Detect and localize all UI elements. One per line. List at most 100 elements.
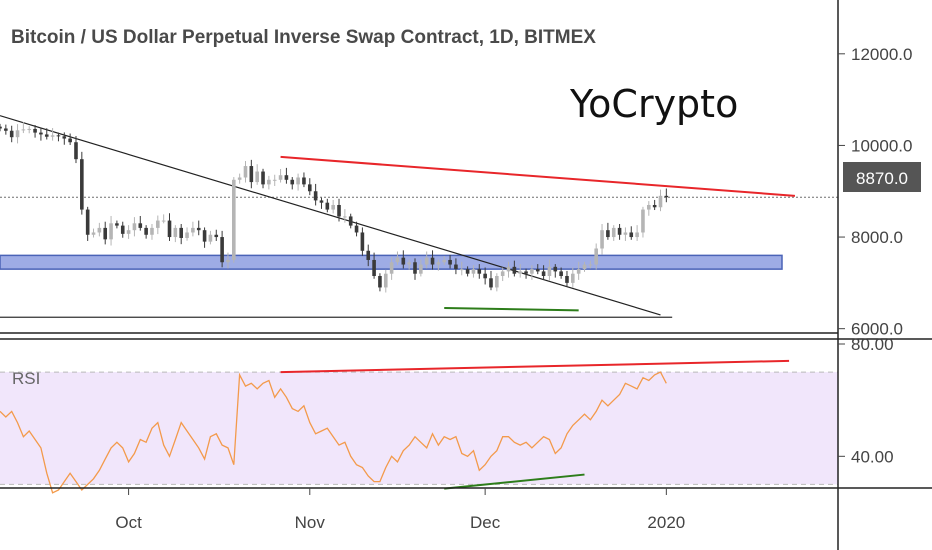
- candle-body: [232, 179, 236, 260]
- candle-body: [530, 269, 534, 274]
- candle-body: [85, 209, 90, 235]
- candle-body: [0, 126, 2, 129]
- price-divergence-line: [444, 307, 579, 312]
- candle-body: [4, 128, 8, 131]
- candle-body: [419, 264, 423, 274]
- candle-body: [348, 216, 353, 226]
- candle-body: [156, 220, 160, 228]
- candle-body: [173, 227, 178, 238]
- downtrend-line: [0, 115, 661, 316]
- candle-body: [459, 269, 464, 271]
- candle-body: [39, 132, 43, 135]
- candle-body: [120, 225, 125, 234]
- rsi-band-group: [0, 371, 838, 485]
- price-label-badge: 8870.0: [843, 162, 921, 192]
- candle-body: [319, 200, 324, 203]
- candle-body: [454, 264, 458, 270]
- candle-body: [214, 234, 219, 238]
- candle-body: [302, 177, 306, 185]
- candle-body: [237, 177, 242, 180]
- candle-body: [109, 223, 113, 240]
- candle-body: [202, 230, 207, 242]
- candle-body: [191, 227, 195, 233]
- candle-body: [325, 202, 330, 210]
- candle-body: [366, 250, 371, 260]
- candle-body: [272, 179, 277, 181]
- time-tick-label: Dec: [470, 513, 501, 532]
- candle-body: [524, 271, 528, 274]
- candle-body: [33, 128, 37, 133]
- candle-body: [600, 230, 604, 249]
- candle-body: [296, 177, 300, 185]
- candle-body: [413, 262, 417, 274]
- candle-body: [506, 266, 511, 272]
- rsi-resistance-line: [280, 359, 790, 374]
- candle-body: [553, 266, 558, 272]
- candle-body: [647, 204, 651, 210]
- candle-body: [611, 227, 616, 238]
- candle-body: [489, 278, 493, 288]
- candle-body: [378, 275, 382, 288]
- candle-body: [664, 195, 669, 198]
- candle-body: [313, 191, 318, 201]
- candle-body: [196, 227, 201, 231]
- candle-body: [144, 227, 148, 235]
- rsi-tick-label: 40.00: [851, 447, 894, 466]
- rsi-tick-label: 80.00: [851, 335, 894, 354]
- chart-title: Bitcoin / US Dollar Perpetual Inverse Sw…: [11, 27, 596, 48]
- candle-body: [307, 184, 312, 192]
- candle-body: [535, 269, 540, 272]
- rsi-axis: 80.00 40.00: [838, 335, 894, 466]
- candle-body: [284, 175, 289, 180]
- candle-body: [401, 257, 406, 265]
- candle-body: [62, 136, 67, 139]
- rsi-pane-label: RSI: [12, 369, 40, 388]
- candle-body: [331, 204, 335, 210]
- candle-body: [337, 204, 341, 217]
- time-tick-label: Oct: [115, 513, 142, 532]
- candle-body: [278, 175, 283, 180]
- price-tick-label: 6000.0: [851, 320, 903, 339]
- candle-body: [185, 232, 189, 238]
- candle-body: [226, 259, 230, 263]
- candle-body: [658, 195, 663, 208]
- candle-body: [436, 262, 441, 265]
- candle-body: [623, 232, 628, 235]
- rsi-band-fill: [0, 372, 838, 485]
- candle-body: [74, 142, 78, 160]
- candle-body: [103, 227, 108, 240]
- candle-body: [652, 204, 657, 208]
- author-watermark: YoCrypto: [569, 82, 738, 126]
- candle-body: [115, 223, 119, 226]
- candle-body: [179, 227, 183, 238]
- candle-body: [220, 237, 224, 263]
- candle-body: [249, 166, 254, 183]
- candle-body: [91, 232, 96, 235]
- candle-body: [21, 129, 26, 131]
- candle-body: [161, 220, 166, 222]
- candle-body: [559, 271, 563, 276]
- candle-body: [383, 273, 388, 288]
- time-tick-label: Nov: [295, 513, 326, 532]
- candle-body: [9, 130, 14, 138]
- candle-body: [465, 269, 470, 274]
- candle-body: [430, 257, 435, 265]
- candle-body: [343, 216, 347, 218]
- candle-body: [255, 171, 259, 183]
- candle-body: [641, 209, 645, 233]
- price-axis: 12000.0 10000.0 8000.0 6000.0: [838, 45, 912, 339]
- candle-body: [629, 232, 634, 238]
- candle-body: [290, 179, 295, 185]
- price-resistance-line: [280, 155, 796, 197]
- price-tick-label: 10000.0: [851, 136, 912, 155]
- candle-body: [576, 269, 581, 274]
- candle-body: [44, 134, 49, 137]
- candle-body: [594, 248, 598, 265]
- candle-body: [354, 225, 359, 233]
- candle-body: [50, 135, 55, 137]
- candle-body: [565, 275, 569, 283]
- candle-body: [132, 223, 137, 231]
- price-tick-label: 12000.0: [851, 45, 912, 64]
- candle-body: [448, 259, 452, 265]
